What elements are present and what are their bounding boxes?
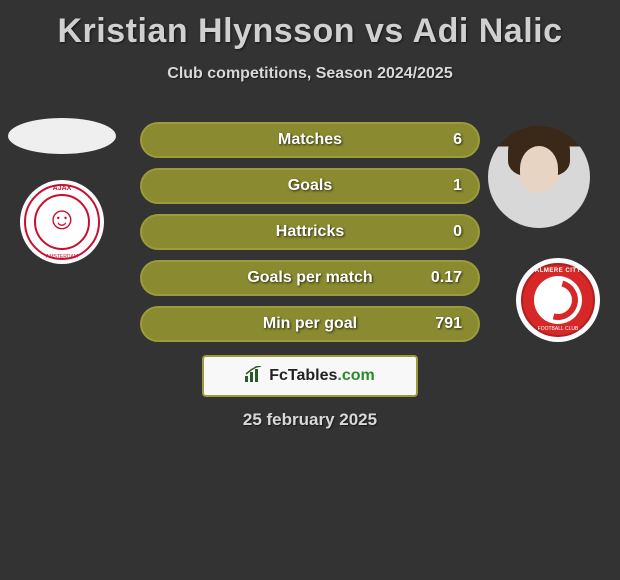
ajax-subtext: AMSTERDAM	[24, 254, 100, 260]
club-right-badge: ALMERE CITY FOOTBALL CLUB	[516, 258, 600, 342]
stats-container: Matches 6 Goals 1 Hattricks 0 Goals per …	[140, 122, 480, 352]
comparison-date: 25 february 2025	[0, 410, 620, 430]
stat-row-gpm: Goals per match 0.17	[140, 260, 480, 296]
stat-row-hattricks: Hattricks 0	[140, 214, 480, 250]
stat-value-right: 6	[453, 131, 462, 149]
stat-label: Matches	[278, 131, 342, 149]
stat-value-right: 1	[453, 177, 462, 195]
brand-name: FcTables.com	[269, 367, 375, 385]
player-left-photo	[8, 118, 116, 154]
stat-row-matches: Matches 6	[140, 122, 480, 158]
stat-row-goals: Goals 1	[140, 168, 480, 204]
almere-text: ALMERE CITY	[523, 268, 593, 274]
almere-subtext: FOOTBALL CLUB	[523, 326, 593, 332]
stat-label: Min per goal	[263, 315, 357, 333]
stat-label: Goals	[288, 177, 332, 195]
ajax-logo-icon: AJAX ☺ AMSTERDAM	[24, 184, 100, 260]
club-left-badge: AJAX ☺ AMSTERDAM	[20, 180, 104, 264]
stat-value-right: 0	[453, 223, 462, 241]
stat-value-right: 791	[435, 315, 462, 333]
stat-label: Hattricks	[276, 223, 344, 241]
page-title: Kristian Hlynsson vs Adi Nalic	[0, 0, 620, 51]
stat-value-right: 0.17	[431, 269, 462, 287]
stat-label: Goals per match	[247, 269, 372, 287]
ajax-text: AJAX	[24, 185, 100, 192]
brand-attribution[interactable]: FcTables.com	[202, 355, 418, 397]
stat-row-mpg: Min per goal 791	[140, 306, 480, 342]
chart-icon	[245, 366, 265, 387]
player-right-photo	[488, 126, 590, 228]
competition-subtitle: Club competitions, Season 2024/2025	[0, 65, 620, 83]
almere-logo-icon: ALMERE CITY FOOTBALL CLUB	[521, 263, 595, 337]
